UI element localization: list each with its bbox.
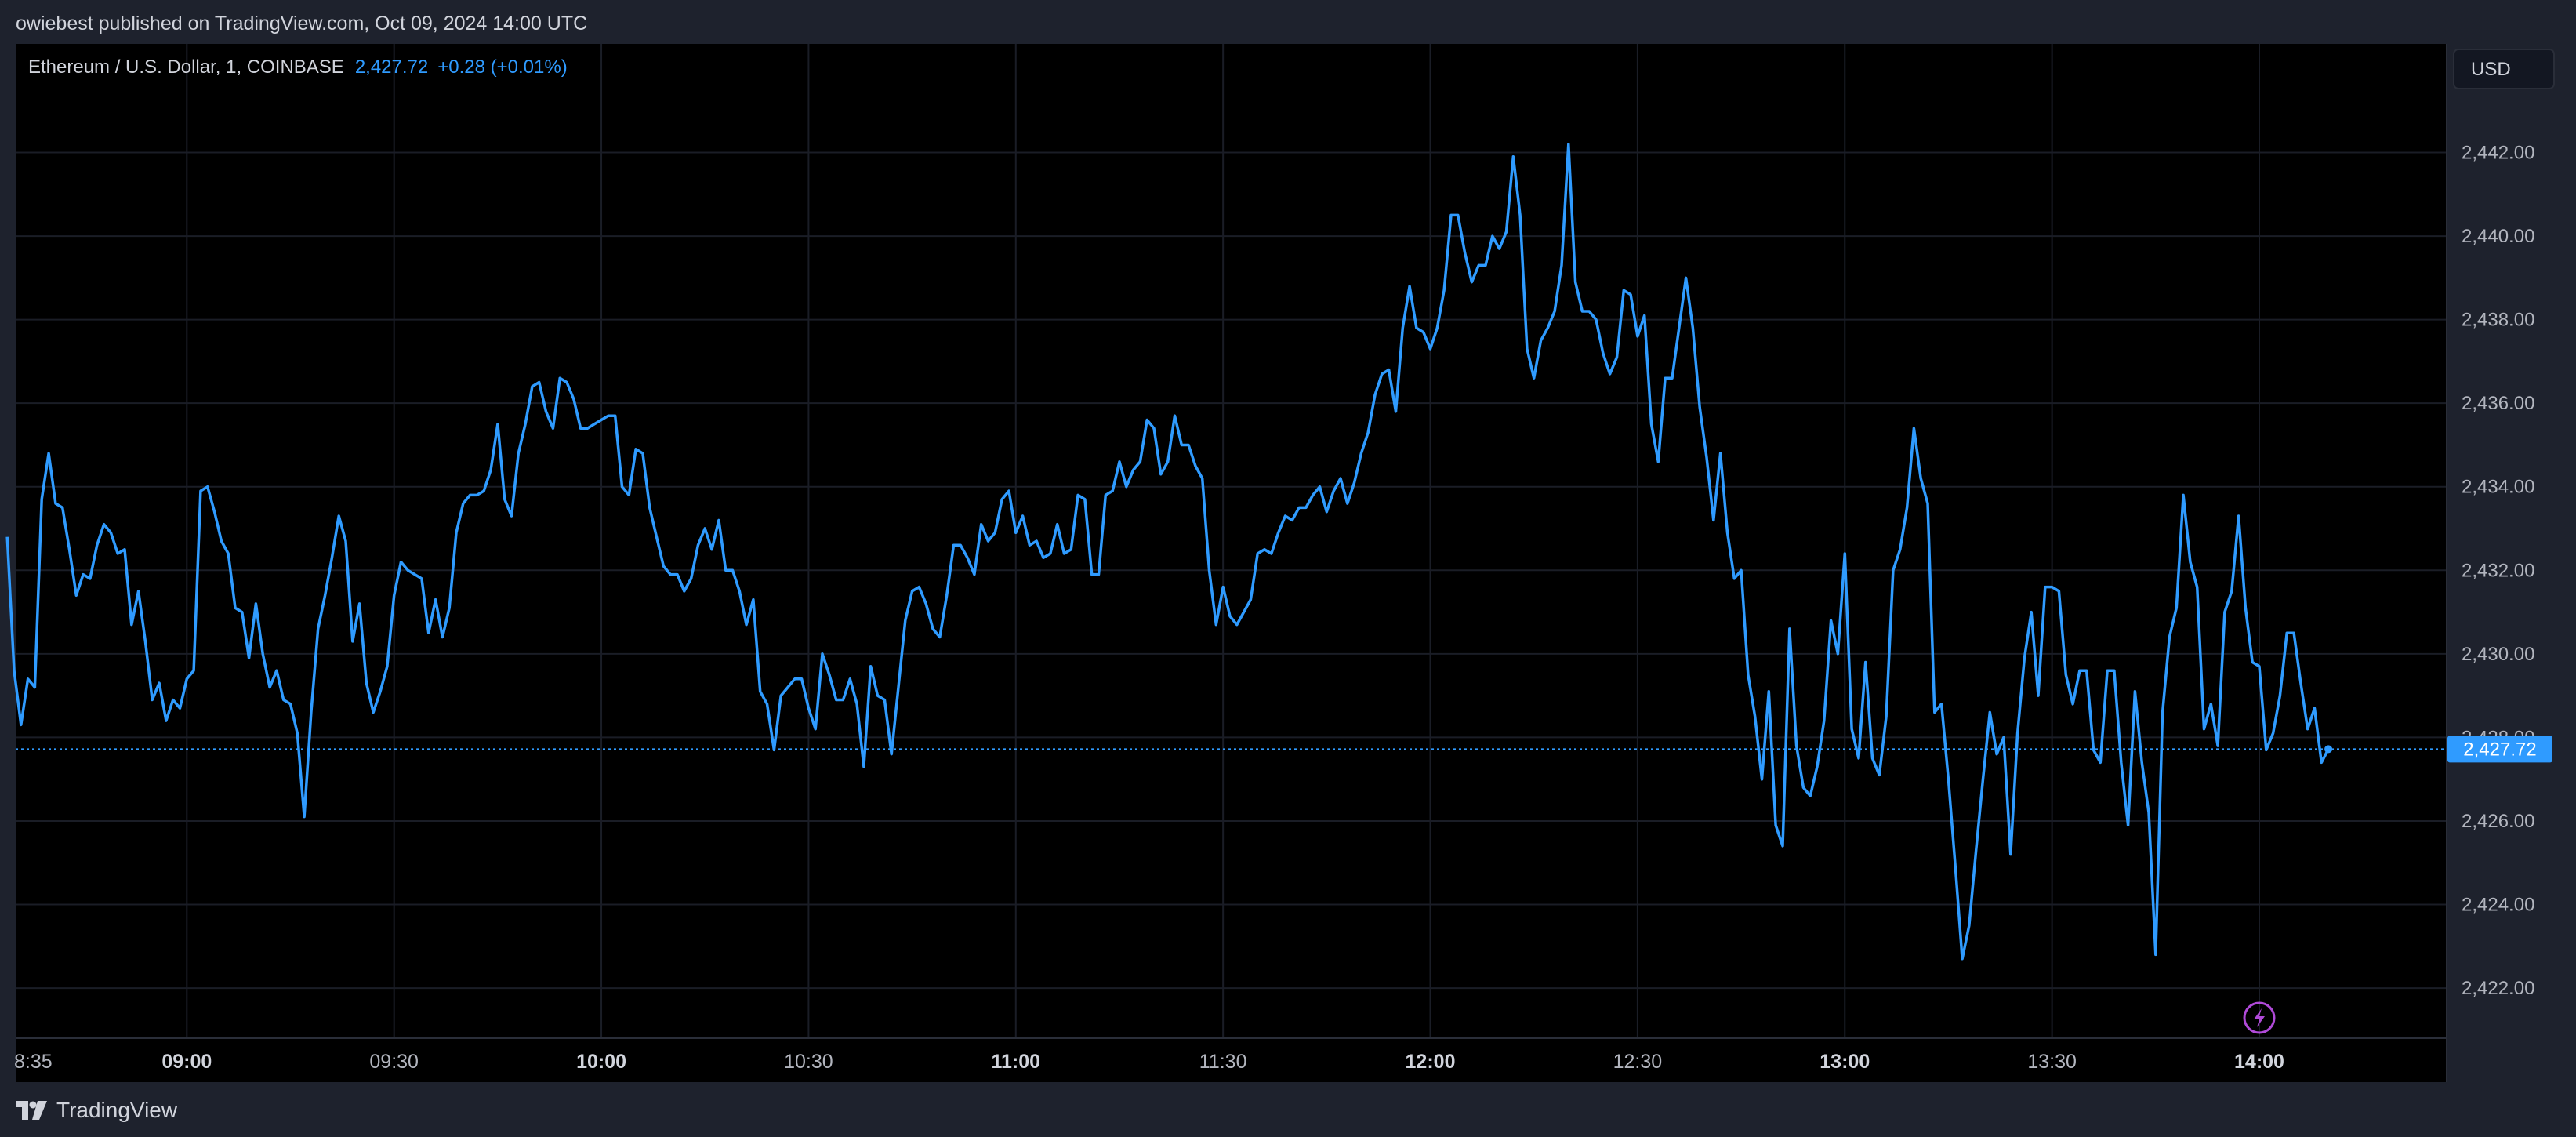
y-tick-label: 2,436.00 bbox=[2462, 393, 2534, 414]
chart-legend: Ethereum / U.S. Dollar, 1, COINBASE 2,42… bbox=[28, 56, 568, 78]
y-tick-label: 2,424.00 bbox=[2462, 895, 2534, 916]
legend-symbol[interactable]: Ethereum / U.S. Dollar, 1, COINBASE bbox=[28, 56, 344, 78]
price-chart[interactable]: 2,422.002,424.002,426.002,428.002,430.00… bbox=[0, 0, 2576, 1082]
legend-change: +0.28 (+0.01%) bbox=[437, 56, 567, 78]
x-tick-label: 09:00 bbox=[161, 1051, 212, 1073]
y-tick-label: 2,430.00 bbox=[2462, 644, 2534, 665]
y-tick-label: 2,432.00 bbox=[2462, 560, 2534, 581]
x-tick-label: 10:00 bbox=[576, 1051, 626, 1073]
x-tick-label: 12:00 bbox=[1406, 1051, 1456, 1073]
legend-price: 2,427.72 bbox=[355, 56, 428, 78]
y-tick-label: 2,422.00 bbox=[2462, 978, 2534, 999]
y-tick-label: 2,434.00 bbox=[2462, 477, 2534, 498]
x-tick-label: 14:00 bbox=[2234, 1051, 2284, 1073]
price-series-line bbox=[5, 143, 2330, 961]
y-tick-label: 2,426.00 bbox=[2462, 811, 2534, 832]
vertical-gridlines bbox=[186, 44, 2260, 1038]
horizontal-gridlines bbox=[16, 151, 2447, 990]
brand-name: TradingView bbox=[56, 1098, 178, 1122]
currency-label: USD bbox=[2471, 59, 2511, 80]
x-tick-label: 11:30 bbox=[1199, 1051, 1247, 1073]
tradingview-brand[interactable]: TradingView bbox=[16, 1098, 177, 1123]
last-price-label: 2,427.72 bbox=[2463, 739, 2536, 760]
chart-background bbox=[16, 44, 2446, 1082]
price-axis[interactable]: 2,422.002,424.002,426.002,428.002,430.00… bbox=[2462, 143, 2534, 1000]
x-tick-label: 10:30 bbox=[784, 1051, 833, 1073]
footer: TradingView bbox=[0, 1082, 2576, 1137]
x-tick-label: 09:30 bbox=[369, 1051, 419, 1073]
y-tick-label: 2,442.00 bbox=[2462, 143, 2534, 164]
x-tick-label: 13:00 bbox=[1820, 1051, 1870, 1073]
last-price-tag: 2,427.72 bbox=[2447, 736, 2552, 763]
time-axis[interactable]: 8:35 09:00 09:30 10:00 10:30 11:00 11:30 12:00 1… bbox=[14, 1051, 2284, 1073]
y-tick-label: 2,438.00 bbox=[2462, 310, 2534, 331]
y-tick-label: 2,440.00 bbox=[2462, 226, 2534, 247]
x-tick-label: 12:30 bbox=[1613, 1051, 1663, 1073]
currency-button[interactable]: USD bbox=[2453, 49, 2555, 89]
publish-info: owiebest published on TradingView.com, O… bbox=[16, 13, 588, 35]
tradingview-logo-icon bbox=[16, 1101, 47, 1120]
x-tick-label: 8:35 bbox=[14, 1051, 53, 1073]
x-tick-label: 11:00 bbox=[992, 1051, 1041, 1073]
lightning-icon[interactable] bbox=[2243, 1001, 2276, 1034]
x-tick-label: 13:30 bbox=[2027, 1051, 2077, 1073]
publish-header: owiebest published on TradingView.com, O… bbox=[0, 0, 2576, 44]
last-price-dot bbox=[2324, 745, 2333, 754]
